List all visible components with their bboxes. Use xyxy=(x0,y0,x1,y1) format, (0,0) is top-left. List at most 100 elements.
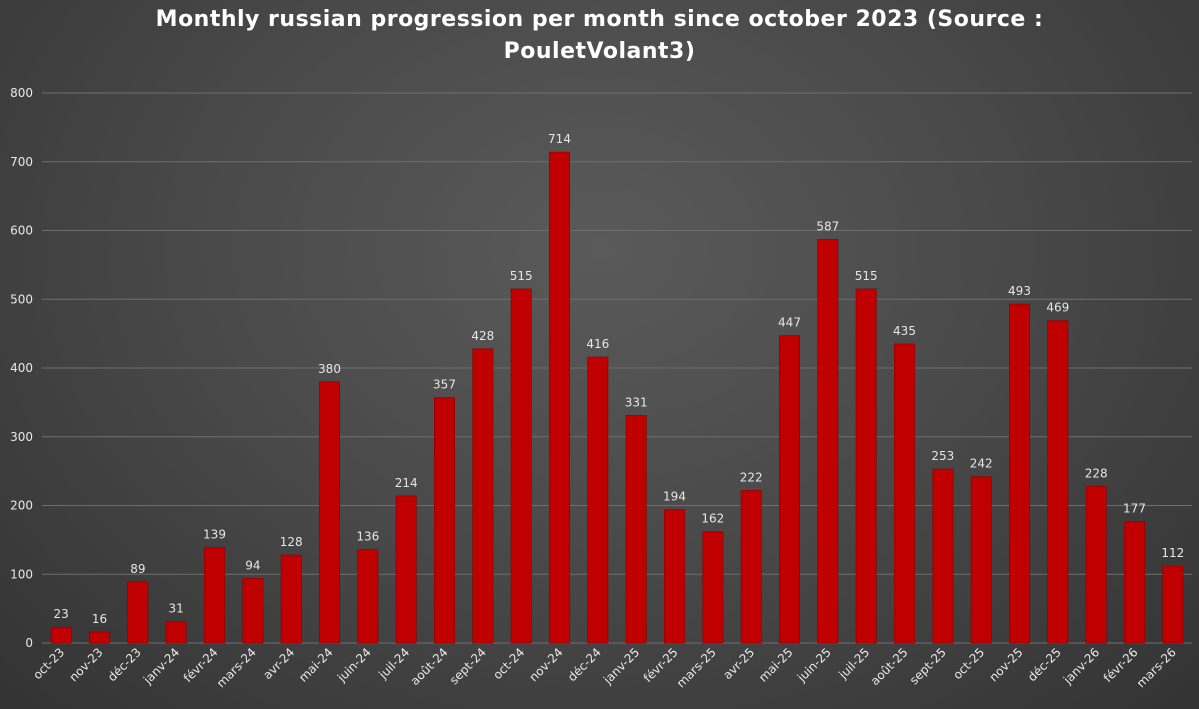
y-tick-label: 0 xyxy=(25,636,33,650)
bar-févr-26 xyxy=(1124,521,1145,644)
bar-sept-25 xyxy=(932,468,954,644)
x-tick-label: juin-24 xyxy=(334,645,374,685)
x-tick-label: août-25 xyxy=(868,645,911,688)
data-label-janv-26: 228 xyxy=(1085,466,1108,480)
data-label-mars-26: 112 xyxy=(1161,546,1184,560)
x-tick-label: déc-25 xyxy=(1025,645,1064,684)
y-tick-label: 800 xyxy=(10,86,33,100)
bar-janv-25 xyxy=(625,415,647,644)
bar-févr-24 xyxy=(204,547,225,644)
x-tick-label: déc-24 xyxy=(565,645,604,684)
x-tick-label: mars-24 xyxy=(214,645,259,690)
data-label-oct-24: 515 xyxy=(510,269,533,283)
bar-nov-24 xyxy=(549,151,570,644)
data-label-sept-25: 253 xyxy=(931,449,954,463)
data-label-mars-24: 94 xyxy=(245,558,260,572)
x-tick-label: oct-24 xyxy=(490,645,527,682)
y-tick-label: 100 xyxy=(10,567,33,581)
y-tick-label: 400 xyxy=(10,361,33,375)
chart-title-line-2: PouletVolant3) xyxy=(503,39,696,64)
bar-juin-25 xyxy=(817,239,839,644)
bar-août-24 xyxy=(434,397,455,644)
bar-mars-25 xyxy=(702,531,724,644)
data-label-nov-24: 714 xyxy=(548,132,571,146)
data-label-janv-24: 31 xyxy=(169,602,184,616)
bar-sept-24 xyxy=(472,348,494,644)
bar-janv-26 xyxy=(1085,485,1107,644)
x-tick-label: oct-25 xyxy=(950,645,987,682)
data-label-juin-25: 587 xyxy=(816,219,839,233)
x-tick-label: janv-26 xyxy=(1060,645,1102,687)
x-tick-label: janv-25 xyxy=(600,645,642,687)
data-label-juin-24: 136 xyxy=(356,530,379,544)
data-label-juil-24: 214 xyxy=(395,476,418,490)
bar-août-25 xyxy=(894,343,915,644)
bar-mai-24 xyxy=(319,381,340,644)
x-tick-label: juil-25 xyxy=(835,645,872,682)
bar-déc-24 xyxy=(587,356,609,644)
y-tick-label: 500 xyxy=(10,292,33,306)
bar-févr-25 xyxy=(664,509,685,644)
x-tick-label: nov-25 xyxy=(986,645,1025,684)
y-tick-label: 700 xyxy=(10,155,33,169)
data-label-mai-25: 447 xyxy=(778,316,801,330)
x-tick-label: janv-24 xyxy=(140,645,182,687)
data-label-août-25: 435 xyxy=(893,324,916,338)
bar-nov-25 xyxy=(1009,303,1030,644)
bar-janv-24 xyxy=(165,621,187,644)
data-label-juil-25: 515 xyxy=(855,269,878,283)
gridlines xyxy=(42,92,1192,644)
data-label-févr-24: 139 xyxy=(203,527,226,541)
y-tick-label: 200 xyxy=(10,499,33,513)
bar-juil-25 xyxy=(855,288,877,644)
data-label-sept-24: 428 xyxy=(471,329,494,343)
x-tick-label: nov-23 xyxy=(66,645,105,684)
x-tick-label: mai-25 xyxy=(756,645,796,685)
data-label-oct-25: 242 xyxy=(970,457,993,471)
data-label-déc-24: 416 xyxy=(586,337,609,351)
bar-mars-24 xyxy=(242,578,264,644)
bar-avr-25 xyxy=(740,490,762,644)
data-label-avr-24: 128 xyxy=(280,535,303,549)
x-tick-label: mars-26 xyxy=(1134,645,1179,690)
x-tick-label: avr-25 xyxy=(720,645,757,682)
data-label-nov-23: 16 xyxy=(92,612,107,626)
x-tick-label: juil-24 xyxy=(375,645,412,682)
data-label-déc-25: 469 xyxy=(1046,301,1069,315)
chart-title: Monthly russian progression per month si… xyxy=(0,4,1199,68)
data-labels: 23 16 89 31 139 94 128 380 136 214 357 428 515 714 416… xyxy=(54,132,1185,626)
y-axis-ticks: 0 100 200 300 400 500 600 700 800 xyxy=(10,86,33,650)
data-label-janv-25: 331 xyxy=(625,395,648,409)
bar-juin-24 xyxy=(357,549,379,644)
x-tick-label: déc-23 xyxy=(105,645,144,684)
x-tick-label: août-24 xyxy=(408,645,451,688)
x-tick-label: nov-24 xyxy=(526,645,565,684)
bar-avr-24 xyxy=(280,554,302,644)
bar-mars-26 xyxy=(1162,565,1184,644)
bar-juil-24 xyxy=(395,495,417,644)
data-label-mai-24: 380 xyxy=(318,362,341,376)
x-tick-label: sept-24 xyxy=(447,645,489,687)
data-label-déc-23: 89 xyxy=(130,562,145,576)
data-label-févr-25: 194 xyxy=(663,490,686,504)
data-label-mars-25: 162 xyxy=(701,512,724,526)
bars xyxy=(50,151,1184,644)
data-label-nov-25: 493 xyxy=(1008,284,1031,298)
data-label-août-24: 357 xyxy=(433,378,456,392)
x-tick-label: oct-23 xyxy=(30,645,67,682)
y-tick-label: 600 xyxy=(10,224,33,238)
data-label-avr-25: 222 xyxy=(740,470,763,484)
bar-mai-25 xyxy=(779,335,800,644)
bar-oct-24 xyxy=(510,288,532,644)
x-tick-label: juin-25 xyxy=(794,645,834,685)
chart-title-line-1: Monthly russian progression per month si… xyxy=(155,7,1044,32)
x-tick-label: sept-25 xyxy=(907,645,949,687)
x-tick-label: mai-24 xyxy=(296,645,336,685)
y-tick-label: 300 xyxy=(10,430,33,444)
bar-nov-23 xyxy=(89,631,110,644)
bar-oct-25 xyxy=(970,476,992,644)
bar-déc-23 xyxy=(127,581,149,644)
x-tick-label: avr-24 xyxy=(260,645,297,682)
